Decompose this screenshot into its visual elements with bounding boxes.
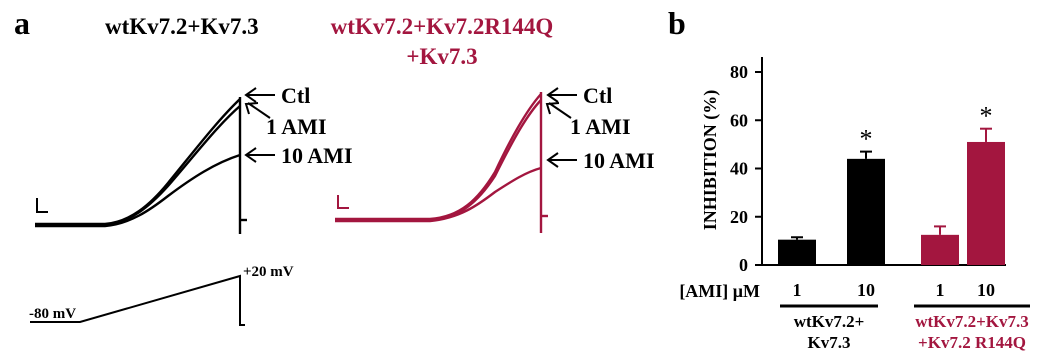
- y-tick-label: 20: [730, 207, 748, 227]
- y-tick-label: 0: [739, 255, 748, 275]
- x-category-label: 1: [936, 280, 945, 300]
- voltage-protocol: [30, 274, 245, 326]
- bar: [967, 141, 1005, 265]
- mutant-scale-bar: [337, 195, 349, 209]
- mutant-current-traces: [335, 92, 548, 233]
- group-label-line2: +Kv7.2 R144Q: [918, 333, 1026, 352]
- wt-trace-annotations: [244, 87, 275, 163]
- wt-scale-bar: [36, 198, 48, 213]
- bar: [778, 239, 816, 265]
- group-label-line1: wtKv7.2+Kv7.3: [915, 312, 1029, 331]
- wt-label-1ami: 1 AMI: [266, 114, 327, 139]
- mutant-trace-1ami: [335, 99, 542, 222]
- significance-marker: *: [860, 125, 873, 154]
- concentration-label: [AMI] μM: [679, 281, 760, 301]
- wt-trace-1ami: [35, 105, 241, 227]
- significance-marker: *: [980, 102, 993, 131]
- mutant-trace-10ami: [335, 166, 542, 223]
- panel-b-label: b: [668, 5, 686, 41]
- x-category-label: 1: [793, 280, 802, 300]
- wt-label-10ami: 10 AMI: [281, 143, 353, 168]
- bar: [847, 158, 885, 265]
- mutant-title-line1: wtKv7.2+Kv7.2R144Q: [331, 14, 554, 39]
- group-label-line1: wtKv7.2+: [794, 312, 865, 331]
- mutant-label-10ami: 10 AMI: [583, 148, 655, 173]
- holding-potential-label: -80 mV: [29, 306, 76, 322]
- wt-title: wtKv7.2+Kv7.3: [105, 14, 259, 39]
- wt-trace-10ami: [35, 153, 241, 228]
- y-tick-label: 60: [730, 110, 748, 130]
- mutant-trace-annotations: [545, 87, 577, 168]
- group-label-line2: Kv7.3: [808, 333, 851, 352]
- mutant-label-ctl: Ctl: [583, 83, 612, 108]
- wt-trace-ctl: [35, 98, 241, 226]
- panel-a-label: a: [14, 5, 30, 41]
- y-axis-title: INHIBITION (%): [700, 90, 721, 231]
- step-potential-label: +20 mV: [243, 264, 294, 280]
- y-tick-label: 40: [730, 159, 748, 179]
- y-tick-label: 80: [730, 62, 748, 82]
- x-category-label: 10: [857, 280, 875, 300]
- bar: [921, 234, 959, 265]
- mutant-title-line2: +Kv7.3: [406, 44, 477, 69]
- mutant-trace-ctl: [335, 93, 542, 221]
- wt-current-traces: [35, 97, 247, 234]
- mutant-label-1ami: 1 AMI: [570, 114, 631, 139]
- wt-label-ctl: Ctl: [281, 83, 310, 108]
- x-category-label: 10: [977, 280, 995, 300]
